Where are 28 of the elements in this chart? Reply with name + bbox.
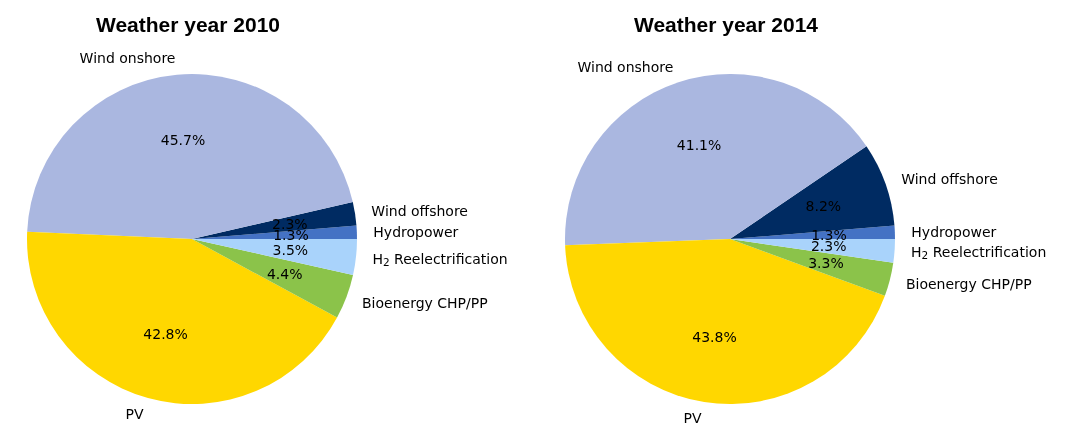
data-label: 3.3% [808, 255, 844, 272]
slice-label: H$_{2}$ Reelectrification [911, 244, 1047, 262]
chart-title: Weather year 2010 [94, 12, 282, 38]
pie-slice [565, 239, 885, 404]
slice-label: Bioenergy CHP/PP [361, 294, 488, 311]
slice-label: Wind offshore [901, 170, 998, 187]
slice-label: PV [683, 410, 703, 427]
data-label: 42.8% [143, 326, 188, 343]
slice-label: PV [125, 405, 144, 422]
slice-label: Wind onshore [577, 58, 674, 75]
data-label: 41.1% [676, 136, 722, 153]
pie-slice [27, 74, 353, 239]
pie-slice [730, 146, 895, 239]
chart-title: Weather year 2014 [632, 12, 820, 38]
data-label: 45.7% [160, 132, 206, 149]
pie-slice [192, 202, 357, 239]
pie-slice [730, 239, 894, 296]
slice-label: Hydropower [373, 223, 459, 240]
slice-label: Wind offshore [371, 203, 468, 220]
slice-label: Wind onshore [79, 50, 176, 67]
slice-label: Hydropower [911, 223, 997, 240]
slice-label: H$_{2}$ Reelectrification [372, 250, 508, 269]
data-label: 43.8% [692, 328, 737, 345]
pie-slice [192, 239, 354, 318]
data-label: 4.4% [266, 265, 303, 282]
data-label: 3.5% [272, 241, 309, 258]
slice-label: Bioenergy CHP/PP [905, 275, 1032, 292]
data-label: 8.2% [805, 198, 842, 215]
